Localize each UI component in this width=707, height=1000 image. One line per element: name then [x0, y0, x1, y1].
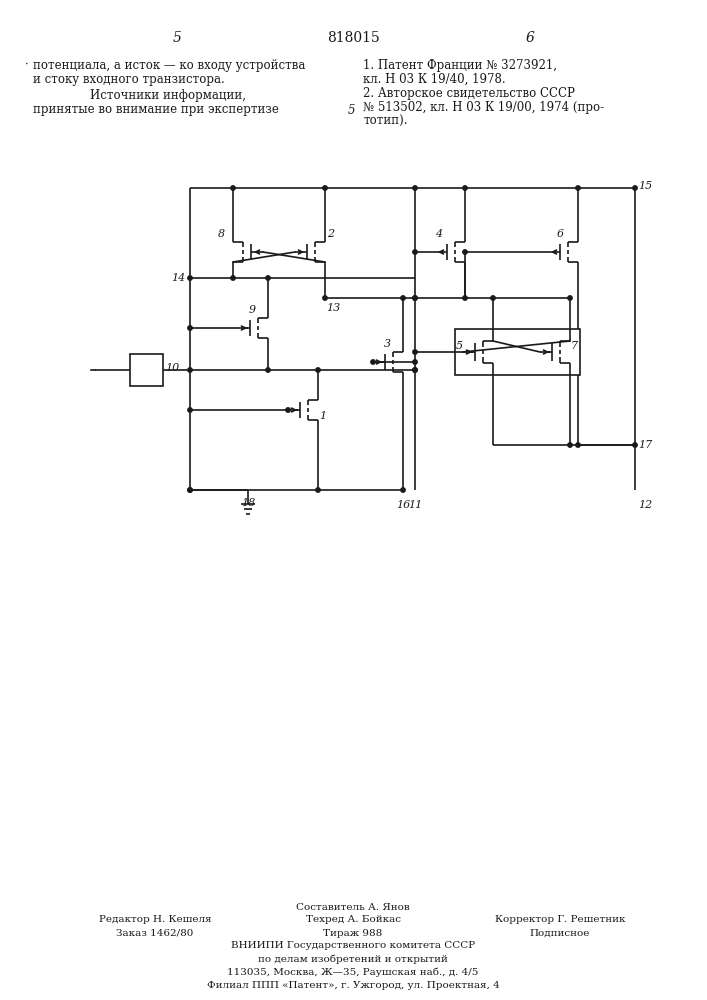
Text: Заказ 1462/80: Заказ 1462/80: [117, 928, 194, 938]
Circle shape: [633, 443, 637, 447]
Circle shape: [575, 186, 580, 190]
Circle shape: [188, 368, 192, 372]
Bar: [455, 329, 580, 375]
Text: 11: 11: [408, 500, 422, 510]
Text: Редактор Н. Кешеля: Редактор Н. Кешеля: [99, 916, 211, 924]
Circle shape: [323, 186, 327, 190]
Circle shape: [230, 276, 235, 280]
Text: 4: 4: [436, 229, 443, 239]
Circle shape: [568, 296, 572, 300]
Text: Корректор Г. Решетник: Корректор Г. Решетник: [495, 916, 625, 924]
Text: 1: 1: [320, 411, 327, 421]
Circle shape: [568, 443, 572, 447]
Text: № 513502, кл. Н 03 К 19/00, 1974 (про-: № 513502, кл. Н 03 К 19/00, 1974 (про-: [363, 101, 604, 113]
Text: Подписное: Подписное: [530, 928, 590, 938]
Circle shape: [413, 250, 417, 254]
Text: 1. Патент Франции № 3273921,: 1. Патент Франции № 3273921,: [363, 58, 557, 72]
Circle shape: [491, 296, 495, 300]
Text: 15: 15: [638, 181, 652, 191]
Circle shape: [463, 296, 467, 300]
Circle shape: [463, 250, 467, 254]
Text: Источники информации,: Источники информации,: [90, 90, 246, 103]
Text: 8: 8: [218, 229, 225, 239]
Circle shape: [413, 368, 417, 372]
Text: и стоку входного транзистора.: и стоку входного транзистора.: [33, 73, 225, 86]
Circle shape: [230, 186, 235, 190]
Circle shape: [316, 488, 320, 492]
Circle shape: [401, 296, 405, 300]
Text: Техред А. Бойкас: Техред А. Бойкас: [305, 916, 400, 924]
Text: 6: 6: [525, 31, 534, 45]
Text: Составитель А. Янов: Составитель А. Янов: [296, 902, 410, 912]
Text: 3: 3: [383, 339, 390, 349]
Circle shape: [188, 488, 192, 492]
Text: принятые во внимание при экспертизе: принятые во внимание при экспертизе: [33, 104, 279, 116]
Circle shape: [413, 360, 417, 364]
Text: ВНИИПИ Государственного комитета СССР: ВНИИПИ Государственного комитета СССР: [231, 942, 475, 950]
Text: 16: 16: [396, 500, 410, 510]
Text: 818015: 818015: [327, 31, 380, 45]
Text: 2: 2: [327, 229, 334, 239]
Text: Филиал ППП «Патент», г. Ужгород, ул. Проектная, 4: Филиал ППП «Патент», г. Ужгород, ул. Про…: [206, 980, 499, 990]
Bar: [130, 354, 163, 386]
Circle shape: [413, 296, 417, 300]
Circle shape: [463, 186, 467, 190]
Circle shape: [266, 276, 270, 280]
Text: 113035, Москва, Ж—35, Раушская наб., д. 4/5: 113035, Москва, Ж—35, Раушская наб., д. …: [228, 967, 479, 977]
Circle shape: [575, 443, 580, 447]
Text: 5: 5: [455, 341, 462, 351]
Text: 2. Авторское свидетельство СССР: 2. Авторское свидетельство СССР: [363, 87, 575, 100]
Text: ·: ·: [25, 60, 28, 70]
Text: 10: 10: [165, 363, 179, 373]
Circle shape: [188, 276, 192, 280]
Text: 12: 12: [638, 500, 652, 510]
Text: потенциала, а исток — ко входу устройства: потенциала, а исток — ко входу устройств…: [33, 58, 305, 72]
Circle shape: [188, 326, 192, 330]
Circle shape: [401, 488, 405, 492]
Circle shape: [286, 408, 290, 412]
Text: 17: 17: [638, 440, 652, 450]
Text: по делам изобретений и открытий: по делам изобретений и открытий: [258, 954, 448, 964]
Circle shape: [413, 186, 417, 190]
Text: 6: 6: [556, 229, 563, 239]
Circle shape: [188, 408, 192, 412]
Circle shape: [323, 296, 327, 300]
Text: 5: 5: [348, 104, 355, 116]
Text: 9: 9: [248, 305, 255, 315]
Circle shape: [370, 360, 375, 364]
Circle shape: [188, 488, 192, 492]
Circle shape: [413, 296, 417, 300]
Text: кл. Н 03 К 19/40, 1978.: кл. Н 03 К 19/40, 1978.: [363, 73, 506, 86]
Circle shape: [316, 368, 320, 372]
Text: 18: 18: [241, 498, 255, 508]
Text: 7: 7: [571, 341, 578, 351]
Circle shape: [413, 350, 417, 354]
Circle shape: [266, 368, 270, 372]
Text: 14: 14: [171, 273, 185, 283]
Circle shape: [633, 186, 637, 190]
Text: 13: 13: [326, 303, 340, 313]
Circle shape: [413, 368, 417, 372]
Text: тотип).: тотип).: [363, 114, 407, 127]
Text: 5: 5: [173, 31, 182, 45]
Text: Тираж 988: Тираж 988: [323, 928, 382, 938]
